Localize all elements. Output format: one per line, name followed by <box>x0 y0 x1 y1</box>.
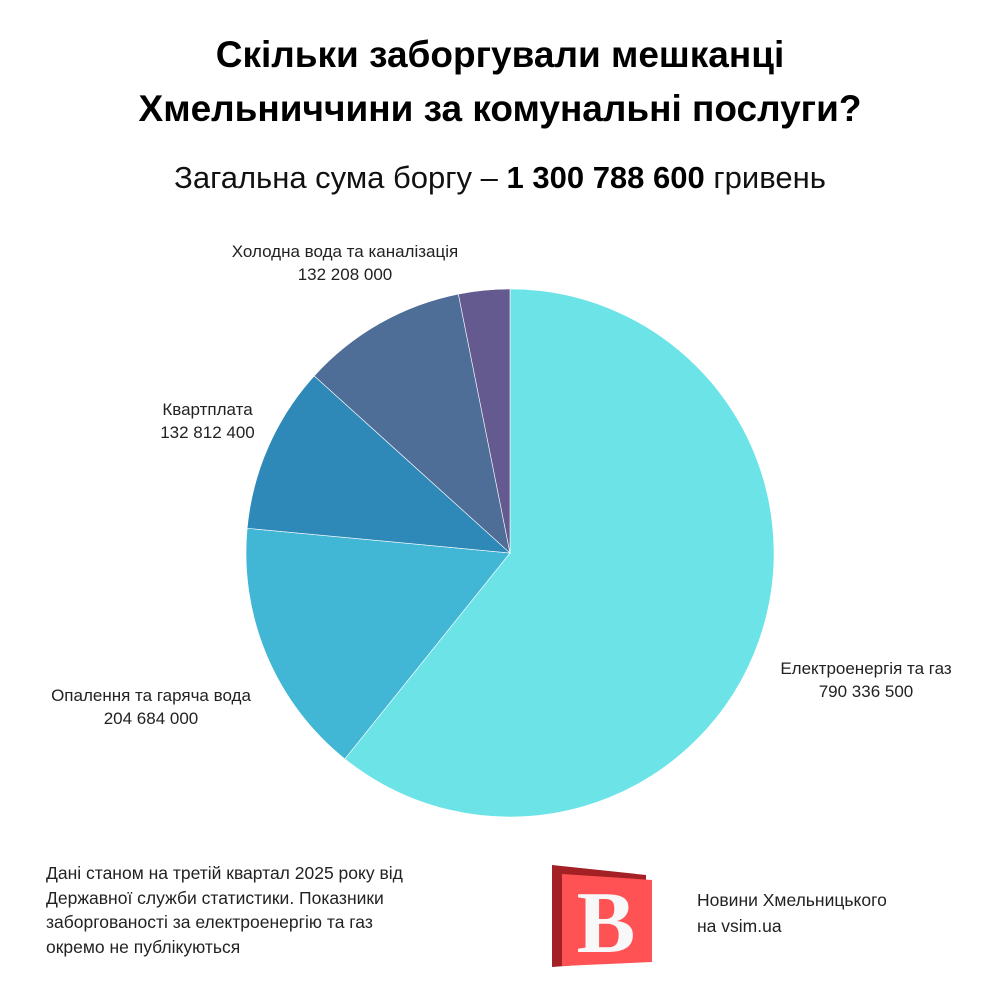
subtitle-total: 1 300 788 600 <box>506 160 705 195</box>
note-line-3: заборгованості за електроенергію та газ <box>46 912 373 932</box>
label-heating: Опалення та гаряча вода 204 684 000 <box>20 684 282 730</box>
label-rent: Квартплата 132 812 400 <box>120 398 295 444</box>
source-note: Дані станом на третій квартал 2025 року … <box>46 861 526 959</box>
label-electricity: Електроенергія та газ 790 336 500 <box>752 657 980 703</box>
pie-slice <box>246 375 511 554</box>
label-rent-name: Квартплата <box>162 400 253 419</box>
pie-slices <box>245 288 775 818</box>
label-cold-water-name: Холодна вода та каналізація <box>231 242 459 261</box>
brand-line-2: на vsim.ua <box>697 916 782 936</box>
label-heating-value: 204 684 000 <box>103 709 199 728</box>
note-line-4: окремо не публікуються <box>46 936 241 957</box>
pie-slice <box>245 527 511 760</box>
chart-title: Скільки заборгували мешканці Хмельниччин… <box>0 28 1000 136</box>
title-line-2: Хмельниччини за комунальні послуги? <box>138 88 862 129</box>
pie-slice <box>344 288 775 818</box>
label-electricity-name: Електроенергія та газ <box>780 659 952 678</box>
label-electricity-value: 790 336 500 <box>818 682 914 701</box>
subtitle-prefix: Загальна сума боргу – <box>174 160 507 195</box>
pie-slice <box>458 288 511 554</box>
note-line-1: Дані станом на третій квартал 2025 року … <box>46 863 403 883</box>
brand-line-1: Новини Хмельницького <box>697 890 887 910</box>
title-line-1: Скільки заборгували мешканці <box>215 34 785 75</box>
note-line-2: Державної служби статистики. Показники <box>46 887 384 908</box>
label-cold-water-value: 132 208 000 <box>297 265 393 284</box>
vsim-logo-icon: B <box>552 865 652 970</box>
subtitle-suffix: гривень <box>704 160 826 195</box>
logo-letter: B <box>577 875 636 970</box>
brand-text: Новини Хмельницького на vsim.ua <box>697 887 887 939</box>
label-cold-water: Холодна вода та каналізація 132 208 000 <box>200 240 490 286</box>
label-heating-name: Опалення та гаряча вода <box>51 686 251 705</box>
chart-subtitle: Загальна сума боргу – 1 300 788 600 грив… <box>0 160 1000 196</box>
label-rent-value: 132 812 400 <box>160 423 255 442</box>
pie-slice <box>313 293 511 554</box>
